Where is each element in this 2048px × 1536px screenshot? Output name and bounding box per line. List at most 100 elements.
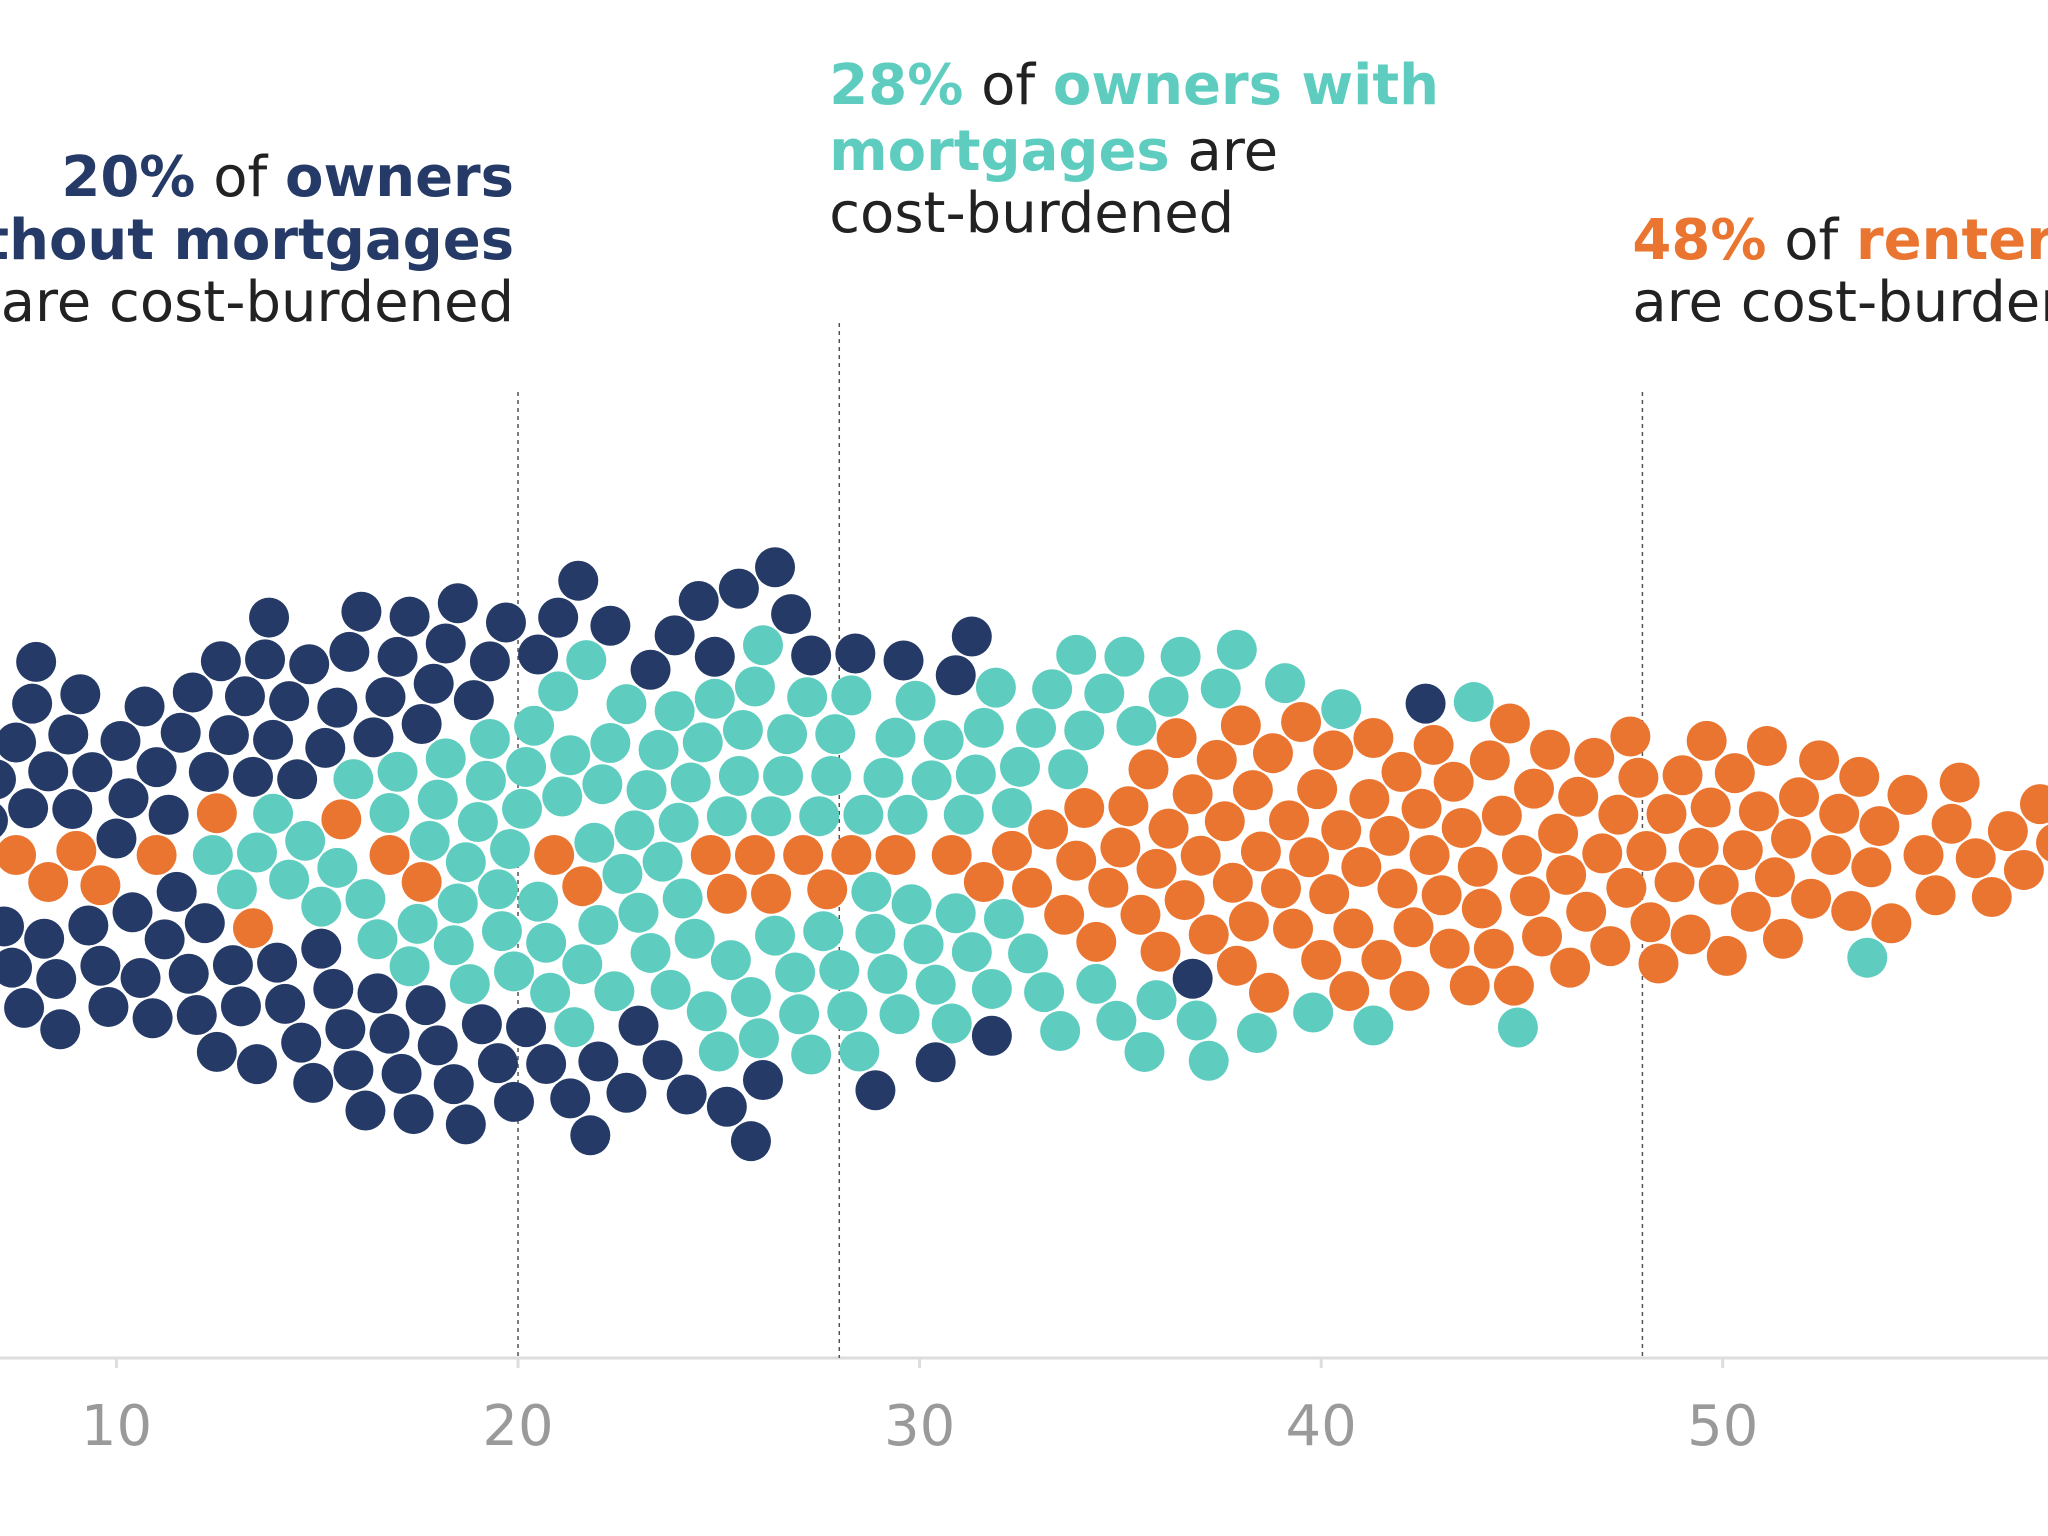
dot: [196, 793, 237, 834]
dot: [208, 715, 249, 756]
x-tick-label: 40: [1286, 1394, 1357, 1459]
dot: [237, 832, 278, 873]
dot: [1582, 833, 1623, 874]
annotation: are cost-burdened: [1, 270, 514, 335]
dot: [963, 707, 1004, 748]
dot: [855, 913, 896, 954]
dot: [550, 735, 591, 776]
dot: [1220, 705, 1261, 746]
dot: [1128, 749, 1169, 790]
dot: [1610, 716, 1651, 757]
dot: [783, 835, 824, 875]
dot: [1056, 634, 1097, 675]
dot: [24, 918, 65, 959]
dot: [389, 596, 430, 637]
dot: [1076, 963, 1117, 1004]
dot: [28, 862, 69, 903]
dot: [1690, 787, 1731, 828]
dot: [401, 862, 442, 903]
dot: [196, 1031, 237, 1072]
dot: [951, 616, 992, 657]
annotation-part: are: [1170, 119, 1278, 184]
dot: [1377, 868, 1418, 909]
dot: [875, 835, 916, 875]
dot: [1353, 1005, 1394, 1046]
dot: [1120, 894, 1161, 935]
dot: [1100, 827, 1141, 868]
dot: [445, 1104, 486, 1145]
dot: [654, 691, 695, 732]
dot: [184, 903, 225, 944]
dot: [1240, 831, 1281, 872]
dot: [630, 649, 671, 690]
dot: [506, 747, 547, 788]
dot: [245, 639, 286, 680]
dot: [1393, 907, 1434, 948]
dot: [289, 644, 330, 685]
dot: [642, 1040, 683, 1081]
dot: [437, 883, 478, 924]
dot: [971, 1015, 1012, 1056]
dot: [417, 779, 458, 820]
dot: [172, 672, 213, 713]
dot: [2003, 849, 2044, 890]
dot: [975, 667, 1016, 708]
dot: [1216, 629, 1257, 670]
dot: [811, 755, 852, 796]
dot: [1164, 880, 1205, 921]
dot: [365, 677, 406, 718]
dot: [1779, 777, 1820, 818]
dot: [1289, 837, 1330, 878]
annotation-part: 20%: [61, 145, 195, 210]
dot: [1064, 788, 1105, 829]
dot: [265, 983, 306, 1024]
dot: [799, 796, 840, 837]
dot: [1405, 683, 1446, 724]
dot: [642, 841, 683, 882]
dot: [313, 968, 354, 1009]
dot: [220, 986, 261, 1027]
dot: [779, 994, 820, 1035]
dot: [1670, 914, 1711, 955]
dot: [317, 687, 358, 728]
dot: [867, 953, 908, 994]
dot: [1606, 867, 1647, 908]
dot: [835, 633, 876, 674]
dot: [1662, 755, 1703, 796]
dot: [257, 942, 298, 983]
dot: [188, 751, 229, 792]
dot: [305, 727, 346, 768]
dot: [751, 796, 792, 837]
dot: [674, 918, 715, 959]
dot: [654, 615, 695, 656]
dot: [1116, 705, 1157, 746]
dot: [1309, 874, 1350, 915]
dot: [253, 719, 294, 760]
dot: [269, 681, 310, 722]
dot: [1261, 868, 1302, 909]
dot: [734, 835, 775, 875]
dot: [807, 869, 848, 910]
dot: [755, 547, 796, 588]
annotation-part: 28%: [829, 53, 963, 118]
dot: [277, 759, 318, 800]
dot: [550, 1078, 591, 1119]
dot: [1024, 972, 1065, 1013]
dot: [1401, 788, 1442, 829]
dot: [1273, 908, 1314, 949]
dot: [176, 994, 217, 1035]
dot: [232, 756, 273, 797]
dot: [1722, 830, 1763, 871]
dot: [590, 605, 631, 646]
dot: [1032, 669, 1073, 710]
dot: [200, 641, 241, 682]
dot: [666, 1074, 707, 1115]
dot: [1140, 931, 1181, 972]
dot: [690, 835, 731, 875]
dot: [357, 973, 398, 1014]
dot: [369, 835, 410, 875]
dot: [602, 853, 643, 894]
dot: [301, 928, 342, 969]
dot: [1811, 835, 1852, 875]
dot: [1148, 808, 1189, 849]
